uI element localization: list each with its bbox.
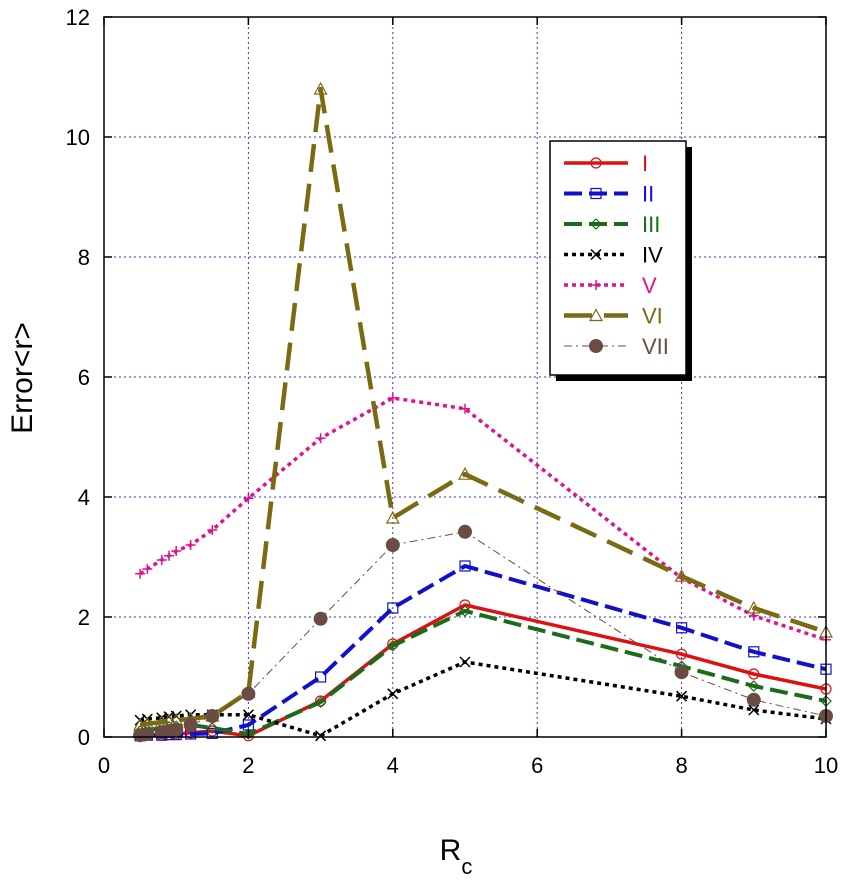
legend-label-I: I	[642, 151, 648, 176]
legend-II-marker	[590, 187, 602, 200]
series-I	[134, 599, 832, 742]
series-II-marker	[748, 646, 760, 658]
series-II-marker	[459, 560, 471, 572]
series-VII-marker	[169, 722, 184, 737]
series-VII-marker	[313, 611, 328, 626]
series-IV-marker	[676, 690, 688, 702]
legend-label-III: III	[642, 212, 660, 237]
series-VII	[133, 524, 833, 743]
legend-IV-marker	[590, 248, 602, 261]
legend-label-V: V	[642, 273, 657, 298]
series-III-marker	[206, 722, 219, 734]
y-tick-label: 12	[66, 5, 90, 30]
series-group	[133, 81, 834, 743]
series-I-marker	[748, 668, 760, 680]
series-II-marker	[675, 622, 688, 634]
series-V-marker	[748, 610, 759, 621]
legend-I-marker	[590, 157, 602, 169]
series-VII-marker	[241, 686, 256, 701]
legend-label-VII: VII	[642, 334, 669, 359]
x-tick-label: 0	[98, 753, 110, 778]
legend-V-marker	[591, 280, 601, 290]
series-V-marker	[135, 568, 146, 579]
series-VI-marker	[457, 466, 473, 480]
legend-box	[549, 140, 687, 376]
grid	[103, 16, 827, 738]
series-VII-marker	[458, 524, 472, 539]
series-VII-marker	[140, 727, 155, 741]
series-VI-marker	[746, 600, 761, 614]
x-tick-label: 10	[814, 753, 838, 778]
series-III-marker	[459, 605, 471, 617]
series-line-I	[139, 603, 827, 738]
series-IV-marker	[387, 688, 399, 700]
series-VII-marker	[385, 538, 400, 552]
series-VI	[133, 81, 834, 731]
series-line-III	[139, 609, 827, 736]
x-axis-label-main: R	[440, 834, 462, 867]
x-axis-label: Rc	[440, 834, 473, 879]
x-tick-label: 6	[531, 753, 543, 778]
y-tick-label: 4	[78, 485, 90, 510]
series-IV-marker	[315, 730, 327, 742]
y-tick-label: 2	[78, 605, 90, 630]
legend-VII-marker	[589, 339, 603, 353]
series-I-marker	[675, 648, 688, 660]
series-VI-marker	[674, 568, 689, 582]
series-II-marker	[387, 602, 399, 614]
x-tick-label: 4	[387, 753, 399, 778]
series-II-marker	[315, 671, 327, 683]
series-VII-marker	[205, 709, 220, 723]
series-line-V	[139, 396, 827, 642]
series-III	[134, 605, 832, 740]
series-line-IV	[139, 660, 827, 738]
series-VI-marker	[313, 81, 328, 95]
y-tick-label: 0	[78, 725, 90, 750]
y-tick-label: 6	[78, 365, 90, 390]
series-III-marker	[314, 696, 327, 709]
series-IV-marker	[242, 709, 254, 721]
series-V-marker	[243, 493, 254, 504]
y-tick-label: 8	[78, 245, 90, 270]
series-V-marker	[315, 433, 326, 444]
x-tick-label: 8	[675, 753, 687, 778]
legend-label-VI: VI	[642, 304, 663, 329]
legend-III-marker	[590, 218, 602, 230]
series-V-marker	[185, 540, 196, 550]
series-V-marker	[460, 403, 470, 414]
series-IV-marker	[748, 704, 760, 716]
series-IV-marker	[459, 656, 471, 668]
x-tick-label: 2	[242, 753, 254, 778]
series-VI-marker	[385, 510, 400, 524]
legend-label-IV: IV	[642, 243, 663, 268]
series-III-marker	[242, 728, 255, 740]
legend-VI-marker	[588, 308, 604, 322]
series-V	[135, 393, 831, 645]
series-I-marker	[315, 695, 327, 707]
series-III-marker	[386, 639, 399, 652]
series-V-marker	[156, 555, 167, 565]
y-tick-label: 10	[66, 125, 90, 150]
series-V-marker	[171, 546, 182, 556]
series-VII-marker	[183, 718, 198, 732]
series-II-marker	[206, 727, 218, 740]
legend-label-II: II	[642, 182, 654, 207]
series-VII-marker	[746, 692, 761, 707]
series-line-VI	[139, 86, 827, 728]
series-V-marker	[387, 393, 398, 403]
series-V-marker	[163, 550, 174, 561]
x-axis-label-subscript: c	[461, 854, 472, 879]
ticks: 0 2 4 6 8 10 0 2 4 6 8 10 12	[66, 5, 839, 778]
series-VII-marker	[674, 665, 689, 680]
series-V-marker	[142, 564, 153, 574]
series-line-VII	[140, 531, 827, 736]
y-axis-label: Error<r>	[6, 322, 39, 434]
series-V-marker	[207, 525, 218, 535]
series-III-marker	[747, 680, 760, 692]
